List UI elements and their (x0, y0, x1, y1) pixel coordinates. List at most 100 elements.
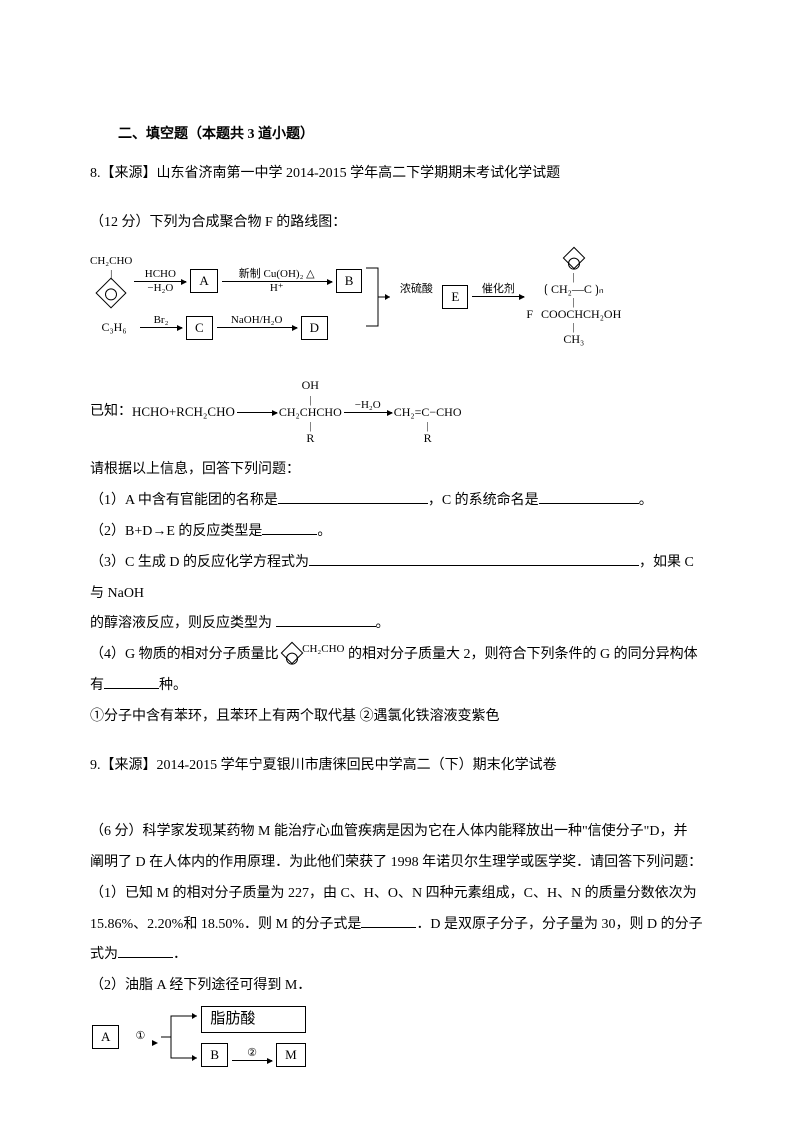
q9-sub1l2a: 15.86%、2.20%和 18.50%．则 M 的分子式是 (90, 917, 361, 932)
blank (309, 552, 639, 566)
q8-sub1: （1）A 中含有官能团的名称是 ，C 的系统命名是 。 (90, 486, 704, 517)
polymer-ch3: CH₃ (563, 332, 584, 346)
q8-intro: （12 分）下列为合成聚合物 F 的路线图： (90, 208, 704, 239)
q9-sub1-l3: 式为 ． (90, 940, 704, 971)
circle2: ② (247, 1047, 257, 1059)
q9-sub1-l2: 15.86%、2.20%和 18.50%．则 M 的分子式是 ．D 是双原子分子，… (90, 910, 704, 941)
q8-sub4b: 的相对分子质量大 2，则符合下列条件的 G 的同分异构体 (348, 647, 698, 662)
arrow4-top: NaOH/H₂O (231, 314, 283, 326)
known-mid-oh: OH (302, 378, 319, 392)
polymer-ester: COOCHCH₂OH (541, 307, 621, 321)
box-A: A (190, 269, 217, 293)
known-arrow2-top: −H₂O (355, 399, 381, 411)
q9-source: 9.【来源】2014-2015 学年宁夏银川市唐徕回民中学高二（下）期末化学试卷 (90, 751, 704, 782)
q8-source-text: 山东省济南第一中学 2014-2015 学年高二下学期期末考试化学试题 (157, 166, 561, 181)
known-mid-r: R (306, 431, 314, 445)
arrow-cuoh2: 新制 Cu(OH)₂ △ H⁺ (222, 269, 332, 294)
q8-sub2b: 。 (317, 524, 331, 539)
q9-sub1l2b: ．D 是双原子分子，分子量为 30，则 D 的分子 (416, 917, 702, 932)
q8-sub1c: 。 (639, 493, 653, 508)
arrow5-top: 催化剂 (482, 283, 515, 295)
arrow-step1: ① (123, 1031, 157, 1043)
known-mid: OH | CH₂CHCHO | R (279, 379, 342, 445)
q9-route-diagram: A ① 脂肪酸 B ② M (90, 1006, 704, 1067)
q9-source-label: 【来源】 (101, 758, 157, 773)
arrow1-top: HCHO (145, 268, 176, 280)
known-rhs-r: R (424, 431, 432, 445)
arrow2-bottom: H⁺ (270, 282, 284, 294)
q8-sub3l2b: 。 (376, 616, 390, 631)
q8-sub3a: （3）C 生成 D 的反应化学方程式为 (90, 555, 309, 570)
q8-sub3: （3）C 生成 D 的反应化学方程式为，如果 C 与 NaOH (90, 548, 704, 610)
arrow-naoh: NaOH/H₂O (217, 315, 297, 340)
q8-sub2: （2）B+D→E 的反应类型是。 (90, 517, 704, 548)
arrow3-top: Br₂ (154, 314, 169, 326)
q8-route-diagram: CH₂CHO | HCHO −H₂O A 新制 Cu(OH)₂ △ H⁺ B (90, 248, 704, 345)
blank (104, 675, 159, 689)
box-B: B (336, 269, 363, 293)
box-fatty-acid: 脂肪酸 (201, 1006, 305, 1033)
known-rhs: CH₂=C−CHO | R (394, 406, 462, 446)
arrow-br2: Br₂ (140, 315, 182, 340)
box-B2: B (201, 1043, 228, 1067)
polymer-F: F (526, 307, 533, 321)
blank (118, 944, 173, 958)
q8-sub4-cond: ①分子中含有苯环，且苯环上有两个取代基 ②遇氯化铁溶液变紫色 (90, 702, 704, 733)
blank (262, 521, 317, 535)
arrow2-top: 新制 Cu(OH)₂ △ (239, 268, 315, 280)
q9-sub1l3a: 式为 (90, 947, 118, 962)
q9-intro-l2: 阐明了 D 在人体内的作用原理．为此他们荣获了 1998 年诺贝尔生理学或医学奖… (90, 848, 704, 879)
q8-sub4l2b: 种。 (159, 678, 187, 693)
q8-known-reaction: 已知： HCHO+RCH₂CHO OH | CH₂CHCHO | R −H₂O … (90, 379, 704, 445)
start-mol-top: CH₂CHO | (90, 254, 132, 310)
split-bracket-icon (159, 1008, 199, 1066)
box-E: E (442, 285, 468, 309)
known-rhs-main: CH₂=C−CHO (394, 405, 462, 419)
blank (539, 490, 639, 504)
known-arrow2: −H₂O (344, 400, 392, 425)
blank (278, 490, 428, 504)
known-arrow1 (237, 411, 277, 414)
polymer-main: ⟮ CH₂—C ⟯ₙ (544, 282, 604, 296)
sub4-mol: CH₂CHO (282, 643, 344, 666)
q8-sub1a: （1）A 中含有官能团的名称是 (90, 493, 278, 508)
arrow-merge: 浓硫酸 (394, 284, 438, 309)
q9-source-text: 2014-2015 学年宁夏银川市唐徕回民中学高二（下）期末化学试卷 (157, 758, 557, 773)
benzene-icon-3 (281, 642, 304, 665)
known-lhs: HCHO+RCH₂CHO (132, 398, 235, 427)
box-C: C (186, 316, 213, 340)
box-M: M (276, 1043, 306, 1067)
blank (276, 613, 376, 627)
polymer-structure: | ⟮ CH₂—C ⟯ₙ | FCOOCHCH₂OH | CH₃ (526, 248, 621, 345)
arrow-step2: ② (232, 1048, 272, 1062)
formula-ch2cho: CH₂CHO (90, 255, 132, 267)
arrow1-bottom: −H₂O (147, 282, 173, 294)
q8-source-label: 【来源】 (101, 166, 157, 181)
benzene-icon (96, 277, 127, 308)
blank (361, 914, 416, 928)
known-label: 已知： (90, 397, 132, 428)
section-header: 二、填空题（本题共 3 道小题） (90, 120, 704, 151)
start-mol-bottom: C₃H₆ (90, 321, 138, 334)
q8-sub4-l2: 有种。 (90, 671, 704, 702)
q8-sub4a: （4）G 物质的相对分子质量比 (90, 647, 279, 662)
arrow-hcho: HCHO −H₂O (134, 269, 186, 294)
merge-label: 浓硫酸 (400, 283, 433, 295)
q9-intro-l1: （6 分）科学家发现某药物 M 能治疗心血管疾病是因为它在人体内能释放出一种"信… (90, 817, 704, 848)
q8-num: 8. (90, 166, 101, 181)
sub4-mol-formula: CH₂CHO (302, 643, 344, 655)
q9-sub1l3b: ． (173, 947, 187, 962)
arrow-cat: 催化剂 (472, 284, 524, 309)
q8-sub4: （4）G 物质的相对分子质量比 CH₂CHO 的相对分子质量大 2，则符合下列条… (90, 640, 704, 671)
q9-num: 9. (90, 758, 101, 773)
q8-sub1b: ，C 的系统命名是 (428, 493, 539, 508)
q8-sub3l2a: 的醇溶液反应，则反应类型为 (90, 616, 276, 631)
merge-bracket-icon (364, 262, 392, 332)
known-mid-main: CH₂CHCHO (279, 405, 342, 419)
q9-sub2: （2）油脂 A 经下列途径可得到 M． (90, 971, 704, 1002)
box-D: D (301, 316, 328, 340)
q8-leadin: 请根据以上信息，回答下列问题： (90, 455, 704, 486)
q8-source: 8.【来源】山东省济南第一中学 2014-2015 学年高二下学期期末考试化学试… (90, 159, 704, 190)
q8-sub3-l2: 的醇溶液反应，则反应类型为 。 (90, 609, 704, 640)
box-A2: A (92, 1025, 119, 1049)
